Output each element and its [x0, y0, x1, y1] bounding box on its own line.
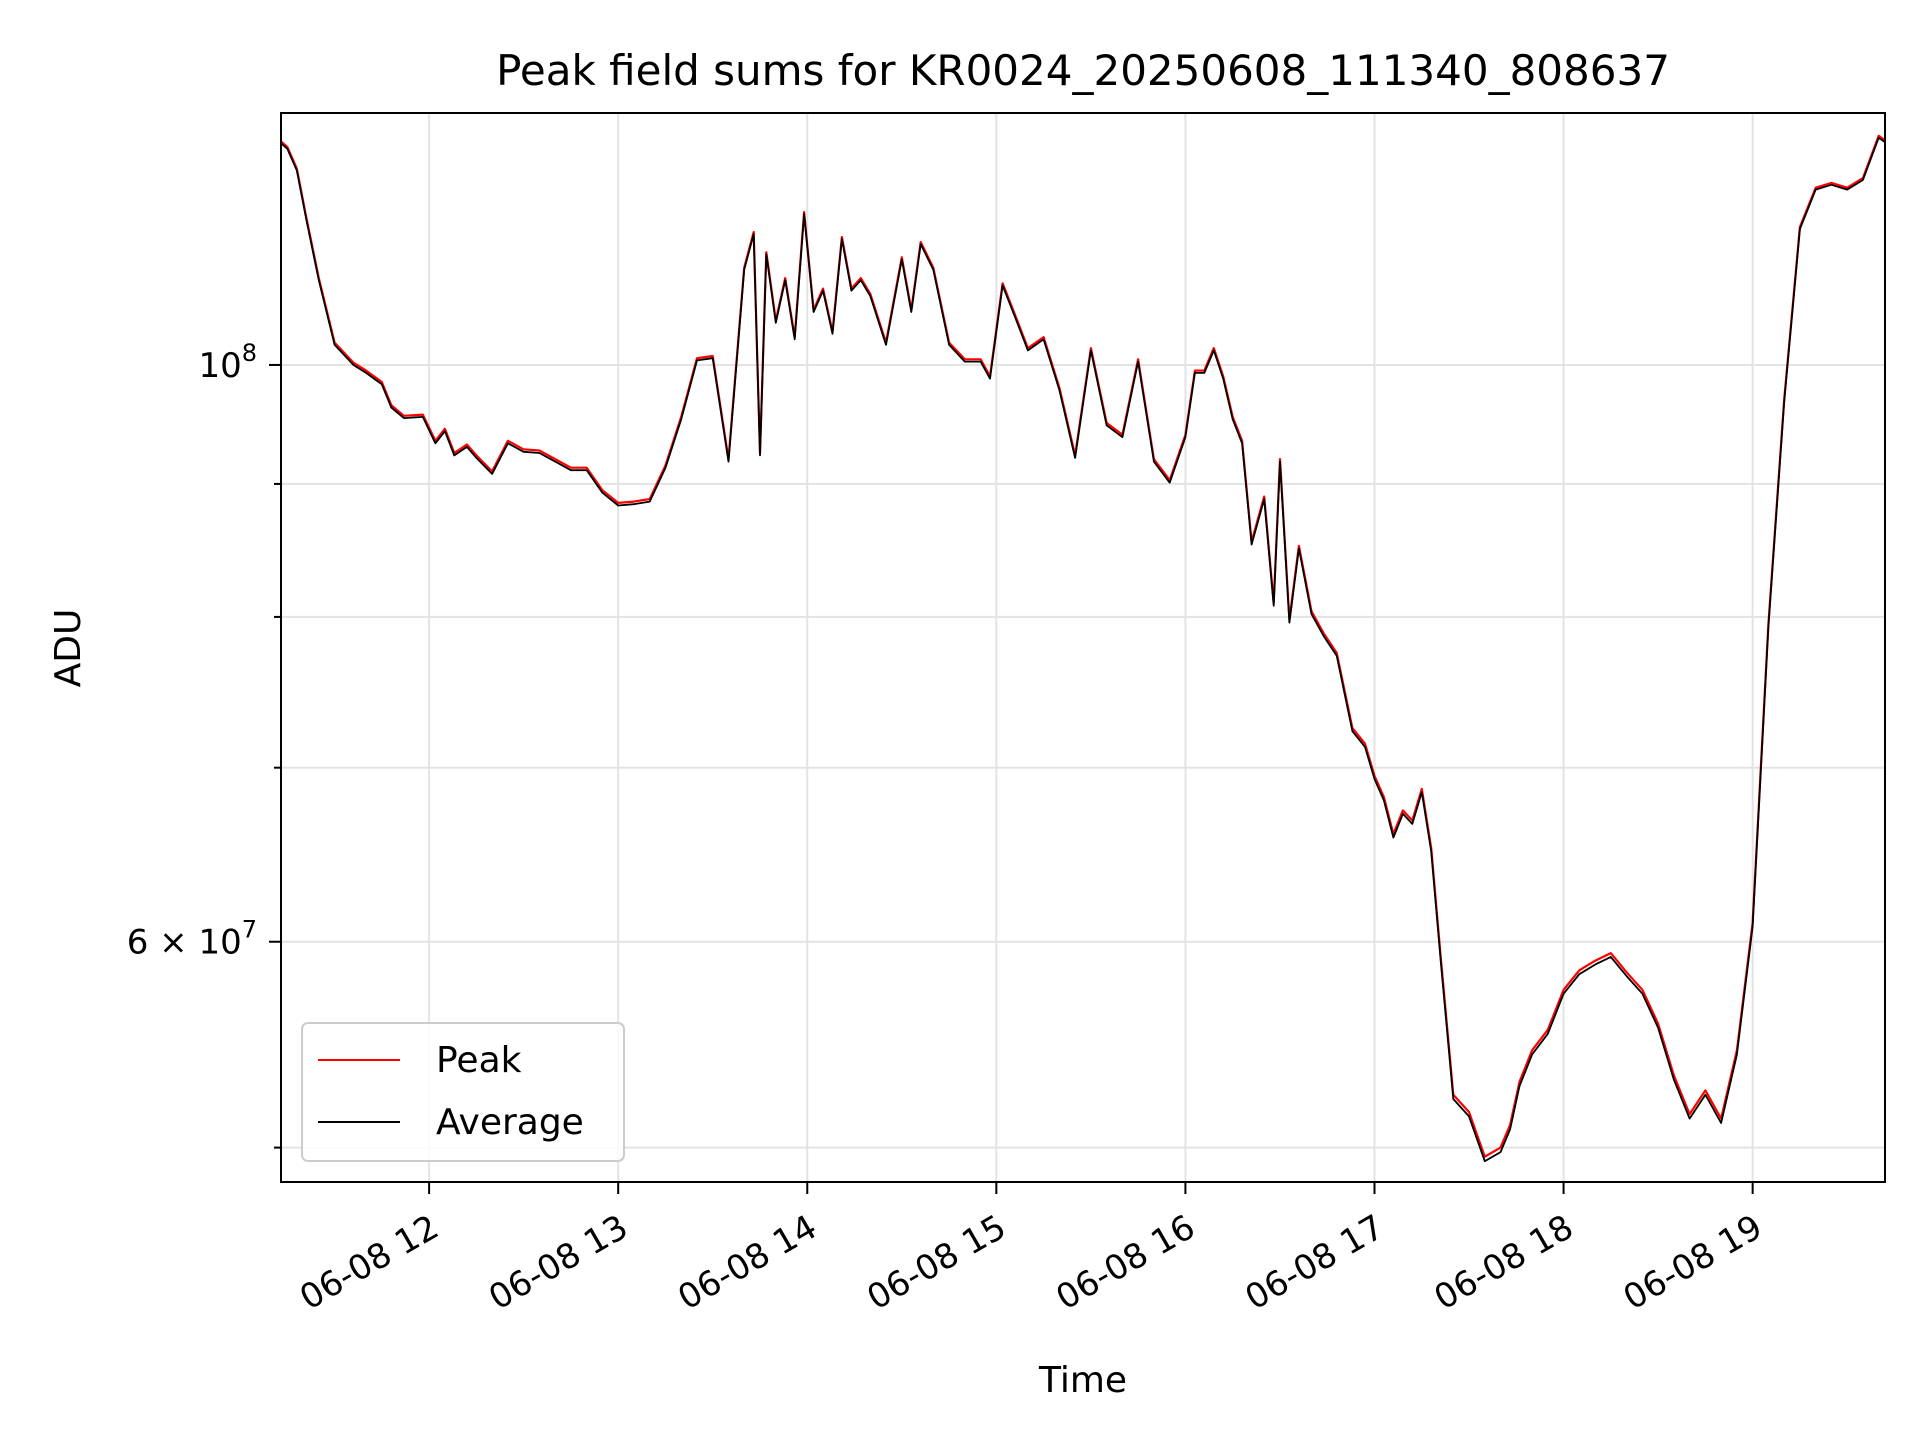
legend-label-average: Average [436, 1102, 584, 1143]
x-tick-label: 06-08 16 [1050, 1207, 1202, 1318]
x-axis-label: Time [1038, 1360, 1127, 1401]
x-tick-label: 06-08 13 [482, 1207, 634, 1318]
legend: Peak Average [301, 1022, 625, 1162]
x-tick-label: 06-08 18 [1428, 1207, 1580, 1318]
x-tick-label: 06-08 19 [1617, 1207, 1769, 1318]
x-tick-label: 06-08 17 [1239, 1207, 1391, 1318]
y-axis-label: ADU [48, 609, 89, 688]
series-line-average [280, 136, 1886, 1163]
y-tick-label: 6 × 107 [127, 916, 257, 963]
grid-layer [281, 113, 1885, 1182]
series-line-peak [280, 134, 1886, 1158]
x-tick-label: 06-08 14 [671, 1207, 823, 1318]
y-tick-label: 108 [198, 339, 257, 386]
chart-title: Peak field sums for KR0024_20250608_1113… [496, 46, 1670, 95]
legend-box [301, 1022, 625, 1162]
series-layer [280, 134, 1886, 1163]
tick-layer: 06-08 12 06-08 13 06-08 14 06-08 15 06-08 16… [127, 339, 1769, 1318]
x-tick-label: 06-08 12 [293, 1207, 445, 1318]
plot-frame [280, 112, 1886, 1183]
x-tick-label: 06-08 15 [860, 1207, 1012, 1318]
legend-label-peak: Peak [436, 1040, 522, 1081]
